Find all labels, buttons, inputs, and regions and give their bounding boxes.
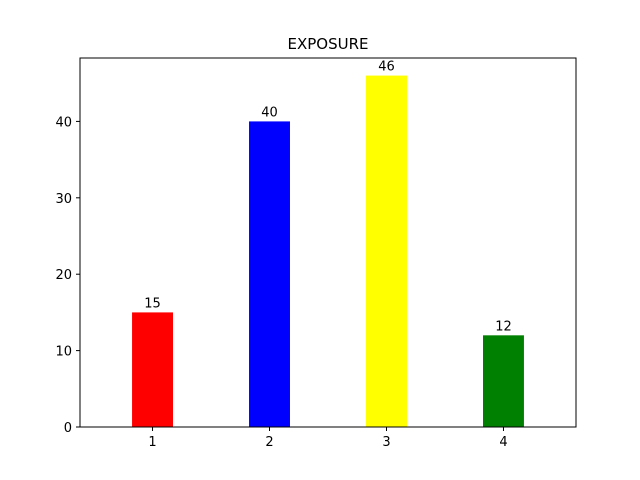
bar-value-label-3: 46 (378, 60, 395, 75)
y-tick-label-40: 40 (55, 115, 72, 130)
x-tick-label-2: 2 (265, 435, 273, 450)
y-tick-label-30: 30 (55, 192, 72, 207)
y-tick-label-20: 20 (55, 268, 72, 283)
bar-4 (483, 335, 524, 427)
bar-1 (132, 312, 173, 427)
x-tick-label-4: 4 (499, 435, 507, 450)
x-tick-label-1: 1 (148, 435, 156, 450)
bar-3 (366, 75, 407, 428)
y-tick-label-10: 10 (55, 345, 72, 360)
bar-value-label-2: 40 (261, 105, 278, 120)
bar-2 (249, 121, 290, 427)
chart-title: EXPOSURE (287, 35, 368, 53)
x-tick-label-3: 3 (382, 435, 390, 450)
bar-value-label-1: 15 (144, 296, 161, 311)
y-tick-label-0: 0 (64, 421, 72, 436)
bar-value-label-4: 12 (495, 319, 512, 334)
axes-frame (79, 57, 577, 428)
